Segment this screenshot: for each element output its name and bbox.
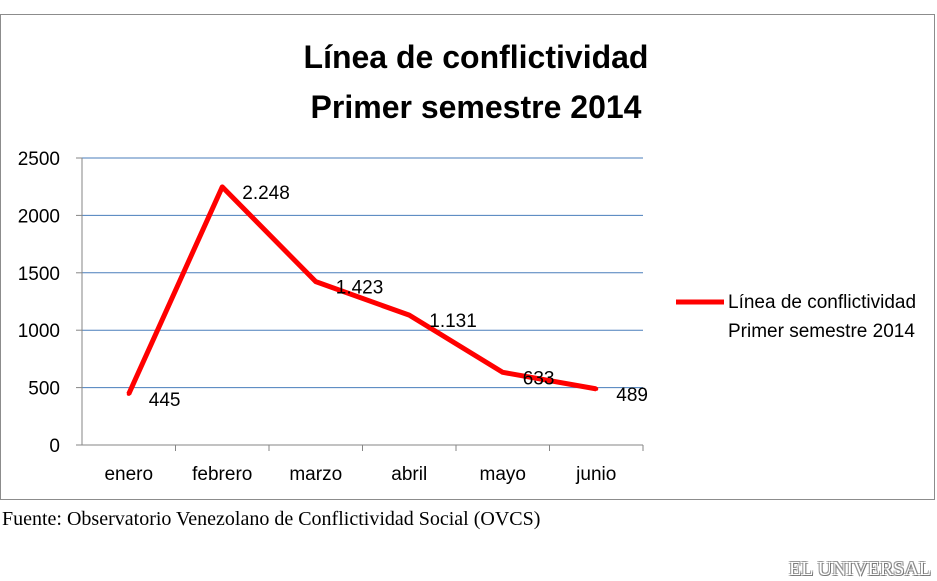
data-label: 633 [523,368,555,389]
data-label: 489 [616,385,648,406]
y-tick-label: 2000 [18,206,60,227]
legend: Línea de conflictividad Primer semestre … [676,292,916,342]
x-tick-label: marzo [289,464,342,485]
chart-title-line1: Línea de conflictividad [304,39,649,75]
x-tick-label: abril [391,464,427,485]
data-label: 2.248 [242,183,290,204]
x-tick-label: junio [575,464,616,485]
source-caption: Fuente: Observatorio Venezolano de Confl… [2,508,541,530]
y-tick-label: 500 [28,379,60,400]
data-point [313,279,318,284]
line-chart: Línea de conflictividad Primer semestre … [18,39,916,485]
data-point [594,386,599,391]
data-point [407,313,412,318]
data-point [500,370,505,375]
chart-title-line2: Primer semestre 2014 [311,89,642,125]
data-point [220,184,225,189]
data-label: 1.423 [336,278,384,299]
el-universal-logo: EL UNIVERSAL [788,558,931,580]
x-tick-label: mayo [480,464,526,485]
x-tick-label: enero [104,464,153,485]
chart-frame [0,14,935,500]
series-line [126,184,597,395]
y-tick-label: 1000 [18,321,60,342]
y-tick-label: 1500 [18,264,60,285]
data-label: 1.131 [429,311,477,332]
y-tick-label: 0 [49,436,60,457]
y-tick-label: 2500 [18,149,60,170]
legend-label-line2: Primer semestre 2014 [728,321,915,342]
x-tick-label: febrero [192,464,252,485]
data-label: 445 [149,390,181,411]
data-point [126,391,131,396]
legend-label-line1: Línea de conflictividad [728,292,916,313]
